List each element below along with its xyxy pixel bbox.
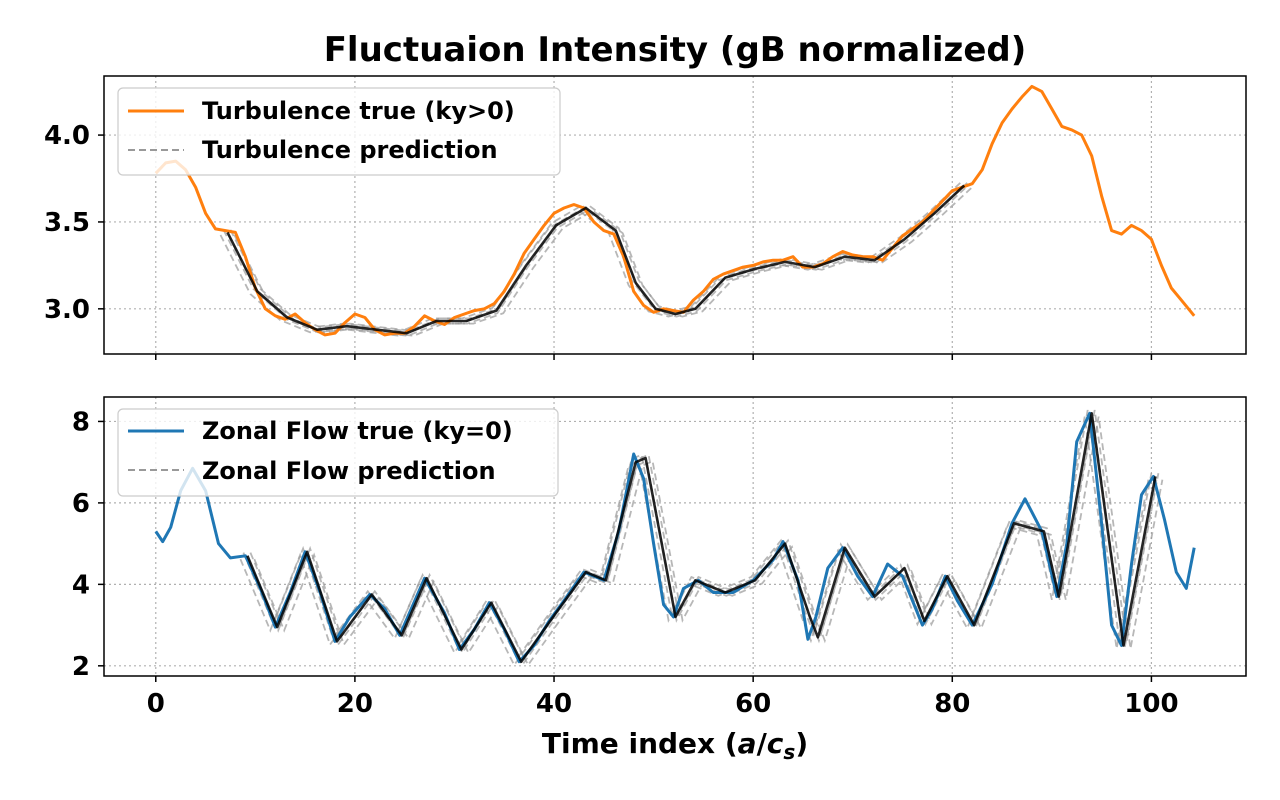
x-tick-label: 20: [337, 689, 373, 719]
bottom-y-axis: 2 4 6 8: [72, 407, 104, 682]
x-tick-label: 100: [1124, 689, 1178, 719]
bottom-panel: 2 4 6 8 0 20 40 60 80 100 Zonal Flow true (ky=0)…: [72, 396, 1247, 764]
legend-zonal-true-label: Zonal Flow true (ky=0): [202, 417, 513, 445]
x-axis-label: Time index (a/cs): [542, 727, 808, 764]
bottom-legend: Zonal Flow true (ky=0) Zonal Flow predic…: [117, 408, 559, 497]
prediction-mean-line: [226, 184, 966, 335]
prediction-member-line: [242, 409, 1153, 661]
x-tick-label: 40: [536, 689, 572, 719]
legend-turbulence-true-label: Turbulence true (ky>0): [202, 97, 515, 125]
y-tick-label: 6: [72, 489, 90, 519]
top-y-axis: 3.0 3.5 4.0: [44, 121, 104, 325]
bottom-legend-box: [117, 408, 559, 497]
legend-turbulence-prediction-label: Turbulence prediction: [202, 136, 498, 164]
top-legend-box: [117, 87, 561, 176]
x-tick-label: 60: [735, 689, 771, 719]
y-tick-label: 3.0: [44, 295, 90, 325]
top-true-line: [154, 84, 1196, 337]
bottom-x-axis: 0 20 40 60 80 100: [147, 676, 1179, 719]
top-panel: 3.0 3.5 4.0 Turbulence true (ky>0) Turbule…: [44, 75, 1247, 360]
top-x-axis: [155, 354, 1153, 360]
legend-zonal-prediction-label: Zonal Flow prediction: [202, 457, 496, 485]
prediction-member-line: [233, 187, 972, 337]
prediction-member-line: [229, 182, 968, 332]
top-frame: [103, 75, 1247, 355]
bottom-prediction-core: [246, 411, 1157, 664]
y-tick-label: 8: [72, 407, 90, 437]
chart-title: Fluctuaion Intensity (gB normalized): [324, 30, 1027, 70]
y-tick-label: 4.0: [44, 121, 90, 151]
y-tick-label: 3.5: [44, 208, 90, 238]
x-tick-label: 0: [147, 689, 165, 719]
y-tick-label: 4: [72, 570, 90, 600]
prediction-mean-line: [246, 411, 1157, 664]
top-legend: Turbulence true (ky>0) Turbulence predic…: [117, 87, 561, 176]
y-tick-label: 2: [72, 652, 90, 682]
top-prediction-core: [226, 184, 966, 335]
x-tick-label: 80: [934, 689, 970, 719]
true-series-line: [154, 84, 1196, 337]
bottom-frame: [103, 396, 1247, 677]
